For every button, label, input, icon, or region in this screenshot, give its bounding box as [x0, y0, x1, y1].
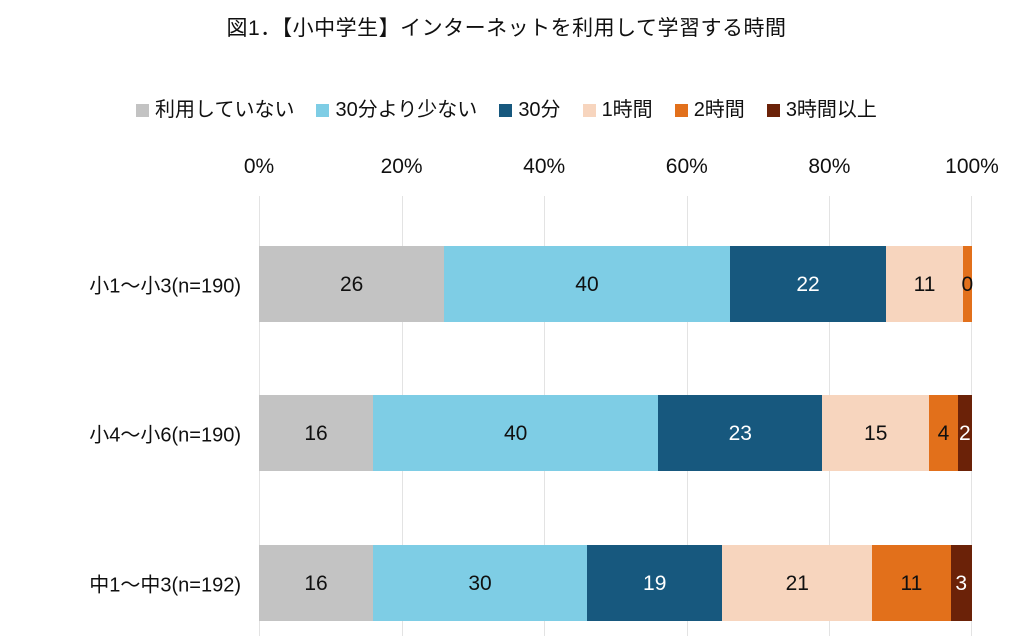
bar-segment[interactable]: 16: [259, 395, 374, 471]
bar-segment-value: 22: [796, 272, 820, 296]
bar-segment-value: 40: [503, 421, 528, 445]
stacked-bar[interactable]: 16 30 19 21 11 3: [259, 545, 972, 621]
bar-segment-value: 3: [955, 571, 968, 595]
legend-item-label: 3時間以上: [785, 99, 877, 121]
x-axis-tick-label: 80%: [808, 155, 851, 178]
bar-segment-value: 2: [958, 421, 971, 445]
x-axis-tick-label: 20%: [380, 155, 423, 178]
bar-segment[interactable]: 11: [872, 545, 951, 621]
legend-item[interactable]: 1時間: [582, 99, 653, 121]
x-axis-tick-label: 60%: [665, 155, 708, 178]
bar-segment-value: 40: [575, 272, 599, 296]
bar-segment[interactable]: 19: [586, 545, 723, 621]
bar-segment-value: 21: [785, 571, 809, 595]
bar-segment-value: 26: [340, 272, 364, 296]
bar-segment[interactable]: 23: [658, 395, 823, 471]
bar-segment[interactable]: 0: [961, 246, 974, 322]
legend-item-label: 30分より少ない: [335, 99, 478, 121]
legend-item[interactable]: 30分: [499, 99, 561, 121]
bar-segment-value: 16: [304, 421, 328, 445]
legend-swatch-icon: [499, 103, 513, 117]
legend-item[interactable]: 2時間: [674, 99, 745, 121]
legend-item-label: 1時間: [601, 99, 653, 121]
bar-segment[interactable]: 40: [444, 246, 730, 322]
bar-segment-value: 15: [864, 421, 888, 445]
stacked-bar[interactable]: 16 40 23 15 4 2: [259, 395, 972, 471]
legend-item[interactable]: 利用していない: [136, 100, 294, 120]
bar-segment[interactable]: 4: [929, 395, 958, 471]
page-title: 図1．【小中学生】インターネットを利用して学習する時間: [226, 17, 787, 40]
bar-segment-value: 23: [728, 421, 752, 445]
bar-segment[interactable]: 2: [957, 395, 972, 471]
y-axis-category-label: 小4〜小6(n=190): [89, 424, 241, 447]
legend-item-label: 30分: [518, 99, 561, 121]
bar-segment-value: 11: [900, 571, 923, 595]
x-axis-tick-label: 100%: [945, 155, 999, 178]
legend-swatch-icon: [582, 103, 596, 117]
y-axis-category-label: 中1〜中3(n=192): [89, 574, 241, 597]
bar-segment-value: 11: [913, 272, 936, 296]
legend-item[interactable]: 3時間以上: [766, 99, 877, 121]
legend-swatch-icon: [766, 103, 780, 117]
bar-segment[interactable]: 11: [886, 246, 963, 322]
bar-segment-value: 16: [304, 571, 328, 595]
bar-segment[interactable]: 26: [259, 246, 445, 322]
legend-swatch-icon: [316, 103, 330, 117]
bar-segment-value: 30: [468, 571, 492, 595]
bar-segment[interactable]: 30: [373, 545, 587, 621]
bar-segment-value: 0: [961, 272, 974, 296]
bar-segment[interactable]: 40: [373, 395, 659, 471]
bar-segment[interactable]: 21: [722, 545, 873, 621]
x-axis-tick-label: 0%: [243, 155, 275, 178]
bar-segment[interactable]: 3: [950, 545, 972, 621]
legend-swatch-icon: [674, 103, 688, 117]
legend-item[interactable]: 30分より少ない: [316, 100, 477, 120]
x-axis-tick-labels: 0% 20% 40% 60% 80% 100%: [244, 155, 999, 183]
bar-segment[interactable]: 15: [822, 395, 930, 471]
legend-item-label: 2時間: [693, 99, 745, 121]
bar-segment[interactable]: 16: [259, 545, 374, 621]
bar-segment-value: 4: [937, 421, 950, 445]
bar-segment-value: 19: [643, 571, 667, 595]
bar-segment[interactable]: 22: [729, 246, 887, 322]
x-axis-tick-label: 40%: [523, 155, 566, 178]
legend-item-label: 利用していない: [155, 99, 295, 121]
y-axis-category-label: 小1〜小3(n=190): [89, 275, 241, 298]
plot-area: 26 40 22 11 0 16 40 23 15 4 2 16 30 19 21 11 3: [259, 196, 974, 636]
chart-legend: 利用していない 30分より少ない 30分 1時間 2時間 3時間以上: [0, 100, 1013, 120]
stacked-bar[interactable]: 26 40 22 11 0: [259, 246, 974, 322]
legend-swatch-icon: [136, 103, 150, 117]
y-axis-category-labels: 小1〜小3(n=190) 小4〜小6(n=190) 中1〜中3(n=192): [0, 196, 252, 636]
